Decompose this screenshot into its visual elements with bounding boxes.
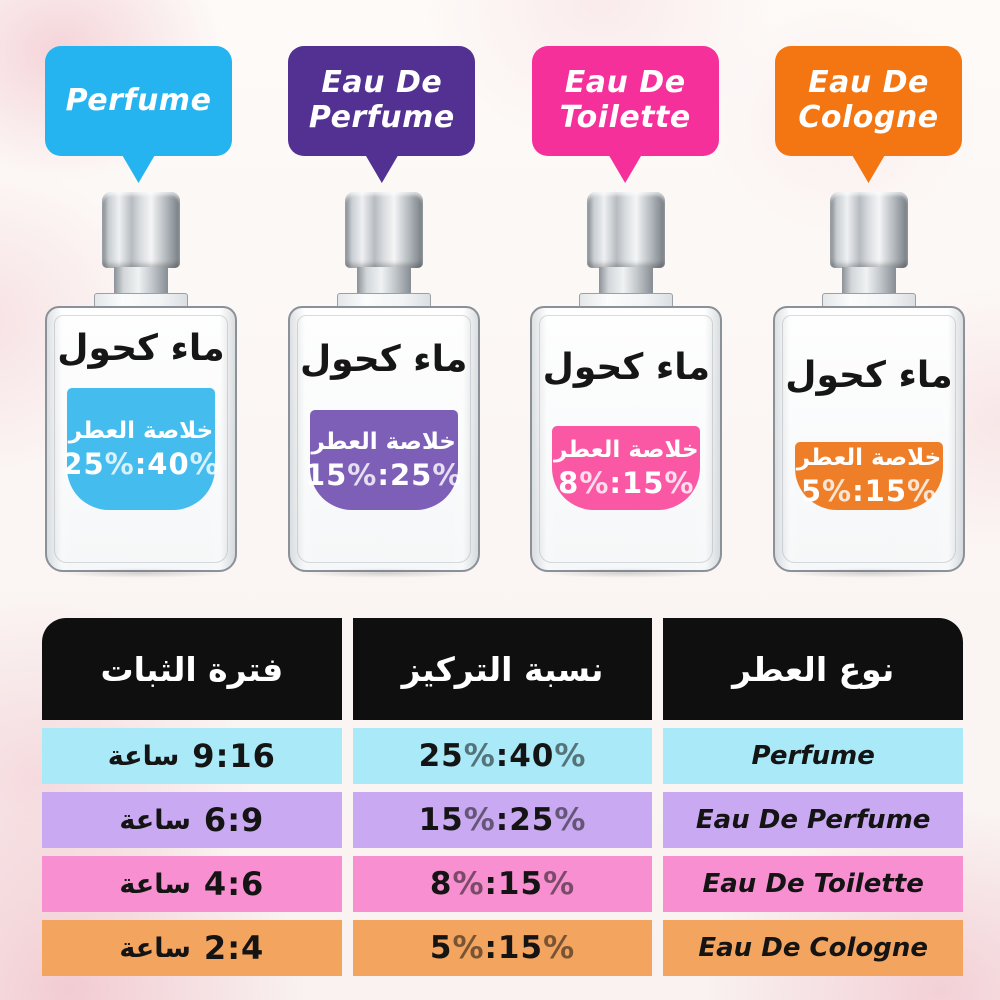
duration-unit: ساعة — [107, 740, 180, 772]
essence-label: خلاصة العطر — [68, 417, 214, 444]
bottle-eau-de-toilette: ماء كحول خلاصة العطر 8%:15% — [530, 192, 723, 578]
concentration-cell: 5%:15% — [352, 920, 653, 976]
bottle-body: ماء كحول خلاصة العطر 8%:15% — [530, 306, 723, 572]
duration-cell: ساعة 9:16 — [42, 728, 342, 784]
table-header-concentration: نسبة التركيز — [352, 618, 653, 720]
bubble-perfume: Perfume — [45, 46, 232, 183]
duration-unit: ساعة — [119, 932, 191, 964]
bottle-body: ماء كحول خلاصة العطر 15%:25% — [287, 306, 480, 572]
alcohol-water-label: ماء كحول — [542, 346, 711, 388]
alcohol-water-label: ماء كحول — [785, 354, 953, 396]
bottle-fill: خلاصة العطر 8%:15% — [552, 426, 701, 510]
type-cell: Eau De Perfume — [663, 792, 964, 848]
bottle-base — [290, 510, 478, 570]
bottle-collar-icon — [579, 293, 674, 307]
bottle-cap-icon — [829, 192, 908, 268]
bottle-cap-icon — [102, 192, 180, 268]
bottle-fill: خلاصة العطر 5%:15% — [794, 442, 943, 510]
duration-value: 4:6 — [203, 865, 265, 903]
bottle-cap-icon — [344, 192, 423, 268]
duration-cell: ساعة 6:9 — [42, 792, 342, 848]
bottle-neck-icon — [356, 267, 411, 293]
bubble-tail-icon — [364, 154, 399, 183]
essence-label: خلاصة العطر — [554, 436, 699, 463]
duration-unit: ساعة — [119, 804, 191, 836]
bottle-base — [775, 510, 963, 570]
bubble-eau-de-cologne: Eau De Cologne — [774, 46, 962, 183]
bottle-collar-icon — [94, 293, 188, 307]
alcohol-water-label: ماء كحول — [57, 327, 225, 369]
bottle-air: ماء كحول — [47, 308, 235, 388]
bottle-fill: خلاصة العطر 25%:40% — [62, 388, 219, 510]
duration-cell: ساعة 4:6 — [42, 856, 342, 912]
bottle-air: ماء كحول — [290, 308, 478, 410]
type-cell: Perfume — [663, 728, 964, 784]
table-row: ساعة 9:16 25%:40% Perfume — [42, 728, 964, 784]
bottle-air: ماء كحول — [775, 308, 963, 442]
alcohol-water-label: ماء كحول — [299, 338, 468, 380]
bubble-eau-de-perfume-label: Eau De Perfume — [308, 65, 455, 135]
duration-value: 2:4 — [203, 929, 265, 967]
bottle-body: ماء كحول خلاصة العطر 5%:15% — [772, 306, 965, 572]
bottle-shadow — [301, 568, 466, 578]
concentration-cell: 25%:40% — [352, 728, 653, 784]
bubble-eau-de-cologne-label: Eau De Cologne — [798, 65, 939, 135]
bottle-neck-icon — [599, 267, 654, 293]
table-header-duration: فترة الثبات — [42, 618, 342, 720]
bottle-fill: خلاصة العطر 15%:25% — [305, 410, 461, 510]
concentration-cell: 8%:15% — [352, 856, 653, 912]
bottle-row: ماء كحول خلاصة العطر 25%:40% ماء كحول خل… — [45, 192, 965, 578]
bubble-eau-de-toilette: Eau De Toilette — [531, 46, 719, 183]
bottle-air: ماء كحول — [532, 308, 720, 426]
bottle-base — [47, 510, 235, 570]
bottle-shadow — [59, 568, 223, 578]
bubble-eau-de-perfume: Eau De Perfume — [288, 46, 476, 183]
bottle-collar-icon — [821, 293, 916, 307]
type-cell: Eau De Toilette — [663, 856, 964, 912]
bottle-collar-icon — [336, 293, 431, 307]
duration-value: 9:16 — [192, 737, 276, 775]
concentration-cell: 15%:25% — [352, 792, 653, 848]
type-cell: Eau De Cologne — [663, 920, 964, 976]
table-header-row: فترة الثبات نسبة التركيز نوع العطر — [42, 618, 964, 720]
concentration-value: 15%:25% — [304, 457, 463, 492]
essence-label: خلاصة العطر — [796, 444, 942, 471]
table-row: ساعة 4:6 8%:15% Eau De Toilette — [42, 856, 964, 912]
bubble-tail-icon — [121, 154, 156, 183]
bottle-perfume: ماء كحول خلاصة العطر 25%:40% — [45, 192, 237, 578]
bottle-neck-icon — [114, 267, 168, 293]
concentration-value: 5%:15% — [800, 473, 938, 508]
bottle-eau-de-cologne: ماء كحول خلاصة العطر 5%:15% — [772, 192, 965, 578]
bubble-row: Perfume Eau De Perfume Eau De Toilette E… — [45, 46, 962, 183]
bottle-eau-de-perfume: ماء كحول خلاصة العطر 15%:25% — [287, 192, 480, 578]
duration-value: 6:9 — [203, 801, 265, 839]
bubble-tail-icon — [851, 154, 886, 183]
bottle-base — [532, 510, 720, 570]
bubble-perfume-label: Perfume — [65, 82, 212, 118]
concentration-value: 25%:40% — [62, 446, 220, 481]
bottle-neck-icon — [841, 267, 896, 293]
bottle-cap-icon — [587, 192, 666, 268]
table-row: ساعة 6:9 15%:25% Eau De Perfume — [42, 792, 964, 848]
bottle-body: ماء كحول خلاصة العطر 25%:40% — [45, 306, 237, 572]
duration-unit: ساعة — [119, 868, 191, 900]
table-row: ساعة 2:4 5%:15% Eau De Cologne — [42, 920, 964, 976]
bubble-tail-icon — [608, 154, 643, 183]
comparison-table: فترة الثبات نسبة التركيز نوع العطر ساعة … — [42, 618, 964, 976]
essence-label: خلاصة العطر — [311, 428, 456, 455]
duration-cell: ساعة 2:4 — [42, 920, 342, 976]
bottle-shadow — [544, 568, 709, 578]
bubble-eau-de-toilette-label: Eau De Toilette — [559, 65, 691, 135]
bottle-shadow — [786, 568, 951, 578]
concentration-value: 8%:15% — [558, 465, 695, 500]
table-header-type: نوع العطر — [663, 618, 964, 720]
